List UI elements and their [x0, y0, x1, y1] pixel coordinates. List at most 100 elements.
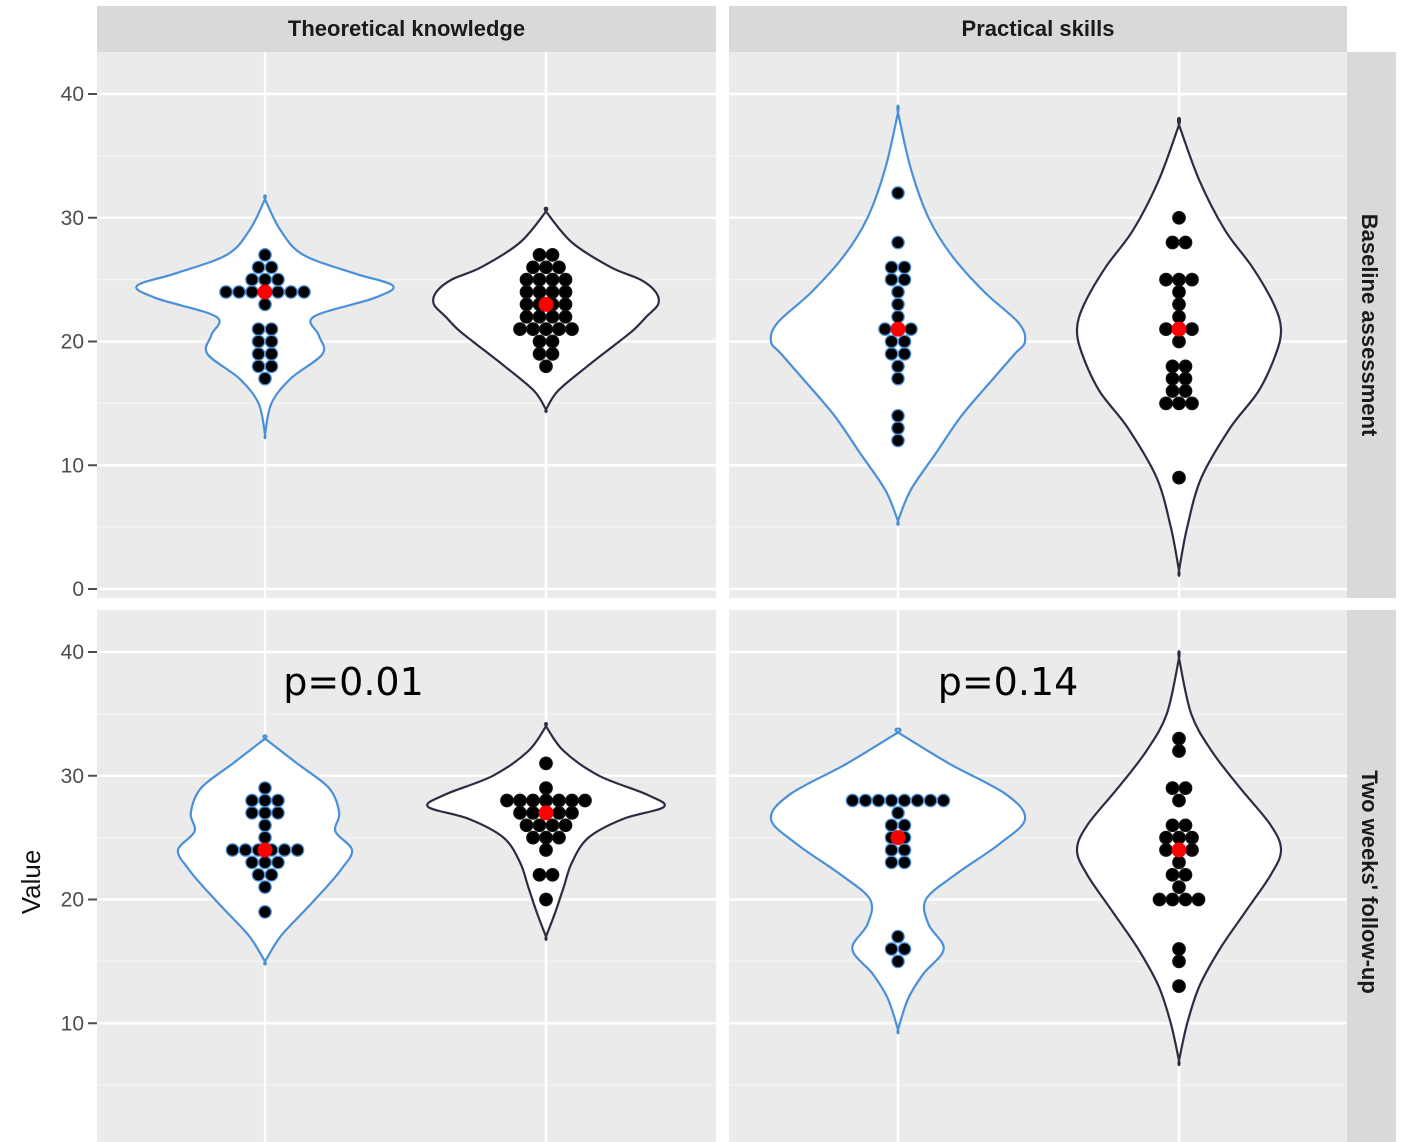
data-point: [245, 793, 259, 808]
data-point: [891, 186, 905, 200]
data-point: [884, 334, 899, 349]
data-point: [1178, 892, 1193, 907]
data-point: [1172, 793, 1186, 808]
y-tick-label: 20: [61, 331, 84, 354]
data-point: [251, 260, 266, 275]
data-point: [891, 309, 905, 324]
data-point: [897, 942, 912, 956]
data-point: [545, 309, 560, 324]
panel-1: [97, 52, 716, 598]
data-point: [271, 285, 285, 299]
y-tick-label: 20: [61, 889, 84, 912]
data-point: [271, 855, 285, 870]
data-point: [891, 433, 905, 448]
data-point: [565, 806, 579, 820]
data-point: [251, 334, 266, 349]
data-point: [532, 285, 547, 299]
data-point: [526, 260, 540, 275]
data-point: [1172, 272, 1186, 287]
row-strip-label: Baseline assessment: [1357, 214, 1382, 437]
data-point: [500, 793, 514, 808]
data-point: [238, 843, 253, 857]
data-point: [552, 260, 566, 275]
data-point: [513, 793, 527, 808]
column-strip-label: Practical skills: [962, 16, 1115, 41]
data-point: [1178, 371, 1193, 386]
data-point: [1185, 322, 1199, 336]
data-point: [1172, 942, 1186, 956]
data-point: [1172, 880, 1186, 894]
data-point: [290, 843, 305, 857]
data-point: [1178, 384, 1193, 398]
data-point: [271, 793, 285, 808]
data-point: [891, 297, 905, 312]
data-point: [258, 248, 272, 262]
data-point: [539, 359, 553, 374]
data-point: [519, 297, 534, 312]
data-point: [225, 843, 240, 857]
data-point: [519, 309, 534, 324]
data-point: [904, 322, 918, 336]
median-point: [1171, 842, 1187, 858]
y-tick-label: 10: [61, 454, 84, 477]
data-point: [1178, 867, 1193, 882]
data-point: [1165, 235, 1180, 250]
median-point: [257, 842, 273, 858]
strips-layer: Theoretical knowledge Practical skills Bas…: [97, 6, 1396, 1142]
median-point: [538, 296, 554, 312]
data-point: [1172, 396, 1186, 411]
data-point: [858, 793, 873, 808]
data-point: [1172, 309, 1186, 324]
data-point: [1165, 818, 1180, 833]
data-point: [258, 297, 272, 312]
data-point: [264, 260, 279, 275]
data-point: [552, 322, 566, 336]
data-point: [251, 359, 266, 374]
data-point: [891, 954, 905, 969]
data-point: [884, 942, 899, 956]
data-point: [923, 793, 938, 808]
data-point: [1159, 396, 1173, 411]
data-point: [1185, 830, 1199, 845]
y-tick-label: 30: [61, 765, 84, 788]
data-point: [539, 260, 553, 275]
median-point: [257, 284, 273, 300]
y-axis: 0 10 20 30 40 10 20 30 40: [61, 83, 97, 1035]
data-point: [539, 322, 553, 336]
data-point: [532, 867, 547, 882]
data-point: [1178, 235, 1193, 250]
data-point: [897, 260, 912, 275]
data-point: [539, 781, 553, 795]
data-point: [258, 371, 272, 386]
data-point: [558, 297, 573, 312]
data-point: [526, 830, 540, 845]
data-point: [532, 818, 547, 833]
data-point: [264, 334, 279, 349]
data-point: [1172, 470, 1186, 485]
data-point: [539, 892, 553, 907]
data-point: [897, 793, 912, 808]
data-point: [539, 843, 553, 857]
y-tick-label: 10: [61, 1012, 84, 1035]
data-point: [1165, 781, 1180, 795]
data-point: [297, 285, 311, 299]
data-point: [258, 793, 272, 808]
median-point: [1171, 321, 1187, 337]
p-value-annotation: p=0.14: [938, 660, 1079, 704]
violin-group-1: [769, 727, 1027, 1035]
data-point: [845, 793, 860, 808]
data-point: [526, 806, 540, 820]
data-point: [578, 793, 592, 808]
data-point: [897, 818, 912, 833]
panel-4: p=0.14: [729, 610, 1347, 1142]
data-point: [519, 818, 534, 833]
data-point: [897, 855, 912, 870]
data-point: [1178, 818, 1193, 833]
data-point: [1159, 272, 1173, 287]
y-tick-label: 40: [61, 83, 84, 106]
data-point: [1191, 892, 1206, 907]
data-point: [891, 929, 905, 944]
panel-2: [729, 52, 1347, 598]
y-tick-label: 30: [61, 207, 84, 230]
